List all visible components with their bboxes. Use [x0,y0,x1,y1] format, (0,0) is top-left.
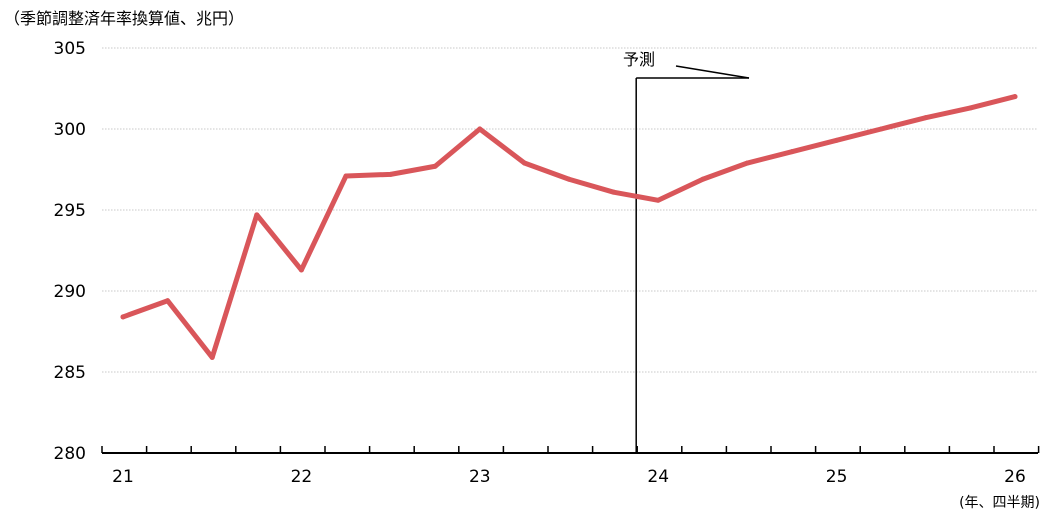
x-axis [101,446,1040,454]
data-point [165,298,171,304]
gridlines [102,47,1038,373]
y-axis-ticks: 280 285 290 295 300 305 [54,39,86,464]
data-point [209,354,215,360]
data-point [477,126,483,132]
forecast-label: 予測 [623,50,655,69]
data-point [655,197,661,203]
y-tick-label: 305 [54,39,86,59]
data-point [967,105,973,111]
y-tick-label: 290 [54,282,86,302]
data-point [298,267,304,273]
data-point [254,212,260,218]
x-tick-label: 25 [826,467,848,487]
y-axis-unit-label: （季節調整済年率換算値、兆円） [4,9,244,28]
forecast-leader-line [675,65,750,79]
x-tick-label: 21 [112,467,134,487]
data-point [878,126,884,132]
data-point [566,176,572,182]
y-tick-label: 280 [54,444,86,464]
y-tick-label: 300 [54,120,86,140]
data-point [834,137,840,143]
x-tick-label: 22 [291,467,313,487]
forecast-marker [635,65,750,453]
x-axis-ticks: 21 22 23 24 25 26 [112,467,1026,487]
x-tick-label: 24 [647,467,669,487]
series-line-group [120,94,1018,360]
x-tick-label: 26 [1004,467,1026,487]
data-point [744,160,750,166]
data-point [923,115,929,121]
data-point [521,160,527,166]
data-point [120,314,126,320]
x-tick-label: 23 [469,467,491,487]
y-tick-label: 295 [54,201,86,221]
data-point [700,176,706,182]
data-point [343,173,349,179]
data-point [789,149,795,155]
data-point [611,189,617,195]
data-point [1012,94,1018,100]
x-axis-unit-label: (年、四半期) [959,495,1040,511]
series-line [120,94,1018,360]
data-point [432,163,438,169]
y-tick-label: 285 [54,363,86,383]
data-point [388,171,394,177]
